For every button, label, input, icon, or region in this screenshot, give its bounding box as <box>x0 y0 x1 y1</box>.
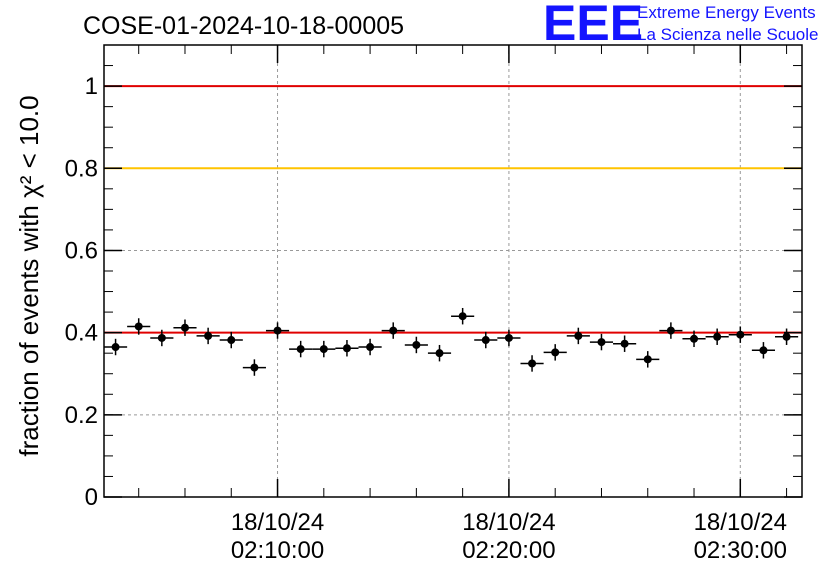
x-tick-time-label: 02:20:00 <box>462 537 555 564</box>
x-tick-date-label: 18/10/24 <box>462 509 555 536</box>
data-point <box>474 331 498 349</box>
data-point <box>589 333 614 351</box>
data-point <box>566 327 590 345</box>
point-marker <box>204 331 213 340</box>
point-marker <box>435 349 444 358</box>
data-point <box>751 342 776 359</box>
point-marker <box>180 323 189 332</box>
x-tick-date-label: 18/10/24 <box>231 509 324 536</box>
point-marker <box>366 343 375 352</box>
point-marker <box>666 326 675 335</box>
point-marker <box>111 343 120 352</box>
point-marker <box>342 344 351 353</box>
y-tick-label: 0.8 <box>65 155 98 182</box>
data-point <box>404 336 428 354</box>
point-marker <box>528 359 537 368</box>
point-marker <box>319 345 328 354</box>
data-point <box>196 327 220 345</box>
data-point <box>381 322 405 339</box>
x-tick-time-label: 02:30:00 <box>694 537 787 564</box>
chart-title: COSE-01-2024-10-18-00005 <box>83 12 404 40</box>
y-tick-label: 0 <box>85 484 98 511</box>
logo-mark: EEE <box>543 0 643 51</box>
point-marker <box>481 336 490 345</box>
data-point <box>358 338 382 356</box>
x-tick-date-label: 18/10/24 <box>694 509 787 536</box>
grid <box>104 45 802 497</box>
point-marker <box>736 330 745 339</box>
reference-lines <box>104 85 802 334</box>
plot-frame <box>103 44 803 498</box>
point-marker <box>227 336 236 345</box>
data-point <box>173 319 197 336</box>
point-marker <box>782 332 791 341</box>
data-point <box>636 351 660 368</box>
point-marker <box>574 331 583 340</box>
data-point <box>705 328 729 345</box>
point-marker <box>643 355 652 364</box>
data-point <box>127 318 151 335</box>
point-marker <box>273 326 282 335</box>
data-point <box>242 359 266 376</box>
point-marker <box>551 348 560 357</box>
y-tick-label: 0.2 <box>65 402 98 429</box>
data-points <box>104 307 799 376</box>
point-marker <box>759 346 768 355</box>
data-point <box>289 340 313 358</box>
logo-line-1: Extreme Energy Events <box>637 3 816 22</box>
data-point <box>335 340 359 357</box>
data-point <box>728 326 752 343</box>
data-point <box>265 322 290 339</box>
point-marker <box>157 333 166 342</box>
y-tick-label: 1 <box>85 73 98 100</box>
data-point <box>520 355 544 372</box>
data-point <box>150 329 174 347</box>
data-point <box>613 335 637 352</box>
eee-logo: EEE Extreme Energy Events La Scienza nel… <box>543 0 818 51</box>
y-tick-label: 0.4 <box>65 320 98 347</box>
point-marker <box>504 333 513 342</box>
data-point <box>775 328 799 345</box>
data-point <box>682 330 706 348</box>
y-axis-label: fraction of events with χ² < 10.0 <box>14 95 44 456</box>
point-marker <box>620 339 629 348</box>
data-point <box>659 322 683 339</box>
y-tick-label: 0.6 <box>65 237 98 264</box>
axes: 00.20.40.60.8118/10/2402:10:0018/10/2402… <box>65 45 802 564</box>
point-marker <box>389 326 398 335</box>
point-marker <box>412 340 421 349</box>
point-marker <box>597 338 606 347</box>
point-marker <box>690 334 699 343</box>
point-marker <box>713 332 722 341</box>
point-marker <box>458 312 467 321</box>
point-marker <box>296 345 305 354</box>
data-point <box>427 344 452 362</box>
x-tick-time-label: 02:10:00 <box>231 537 324 564</box>
data-point <box>104 338 128 356</box>
data-point <box>497 329 521 347</box>
logo-line-2: La Scienza nelle Scuole <box>637 25 818 44</box>
data-point <box>312 340 336 358</box>
data-point <box>219 331 243 349</box>
point-marker <box>250 363 259 372</box>
point-marker <box>134 322 143 331</box>
data-point <box>543 344 567 361</box>
data-point <box>451 307 475 325</box>
